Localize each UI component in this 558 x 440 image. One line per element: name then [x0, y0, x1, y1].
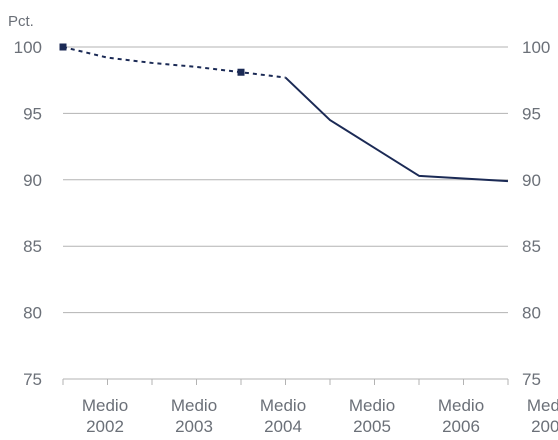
square-marker: [59, 43, 67, 51]
y-tick-right-95: 95: [522, 104, 541, 123]
series-markers: [59, 43, 245, 76]
x-tick-label-2: Medio 2004: [260, 396, 306, 436]
x-tick-label-line: Medio: [349, 396, 395, 415]
y-tick-left-85: 85: [23, 237, 42, 256]
x-tick-label-line: 2007: [531, 417, 558, 436]
right-y-axis: 75 80 85 90 95 100: [522, 38, 550, 389]
x-tick-label-line: Medio: [171, 396, 217, 415]
series-line-dotted: [62, 46, 286, 79]
x-tick-label-line: 2003: [175, 417, 213, 436]
x-tick-label-line: Medio: [260, 396, 306, 415]
x-tick-label-line: Medio: [82, 396, 128, 415]
y-tick-left-95: 95: [23, 104, 42, 123]
grid-lines: [63, 46, 508, 314]
y-tick-right-75: 75: [522, 370, 541, 389]
x-tick-label-line: 2004: [264, 417, 302, 436]
x-tick-label-3: Medio 2005: [349, 396, 395, 436]
y-tick-right-80: 80: [522, 304, 541, 323]
y-tick-right-85: 85: [522, 237, 541, 256]
x-tick-label-4: Medio 2006: [438, 396, 484, 436]
y-tick-right-100: 100: [522, 38, 550, 57]
series-line-solid: [284, 76, 509, 183]
y-tick-left-80: 80: [23, 304, 42, 323]
x-tick-label-line: 2002: [86, 417, 124, 436]
x-tick-label-line: Medio: [438, 396, 484, 415]
series-lines: [62, 46, 509, 183]
x-tick-label-5: Medio 2007: [527, 396, 558, 436]
left-y-axis: 75 80 85 90 95 100: [14, 38, 42, 389]
y-tick-left-75: 75: [23, 370, 42, 389]
x-axis: [62, 378, 509, 385]
x-tick-label-1: Medio 2003: [171, 396, 217, 436]
square-marker: [237, 68, 245, 76]
x-tick-label-line: 2005: [353, 417, 391, 436]
x-tick-label-0: Medio 2002: [82, 396, 128, 436]
y-tick-left-90: 90: [23, 171, 42, 190]
y-tick-right-90: 90: [522, 171, 541, 190]
y-unit-label: Pct.: [8, 13, 34, 30]
y-tick-left-100: 100: [14, 38, 42, 57]
x-tick-label-line: Medio: [527, 396, 558, 415]
x-tick-label-line: 2006: [442, 417, 480, 436]
